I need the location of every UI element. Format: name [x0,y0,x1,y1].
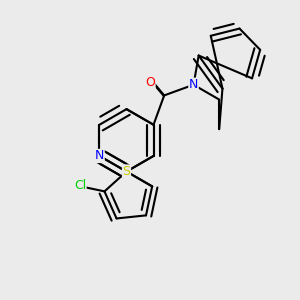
Text: N: N [95,149,104,162]
Text: N: N [189,78,198,91]
Text: S: S [122,165,130,178]
Text: Cl: Cl [74,179,86,192]
Text: O: O [145,76,155,89]
